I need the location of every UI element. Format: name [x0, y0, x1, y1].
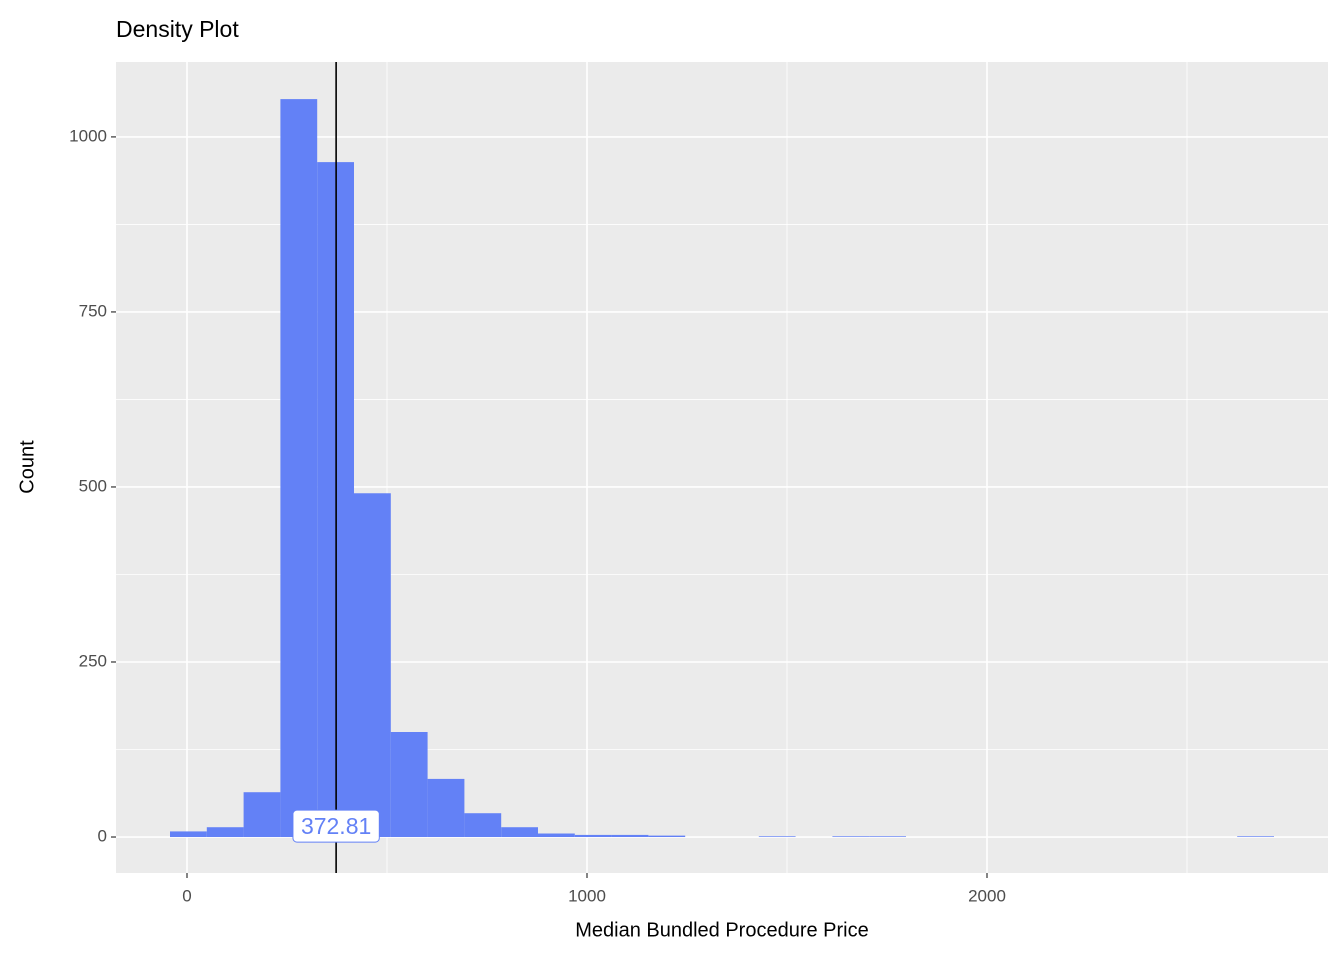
bar [206, 827, 244, 838]
y-axis-title: Count [16, 440, 38, 494]
bar [832, 836, 870, 838]
bar [280, 99, 318, 838]
bar [243, 792, 281, 838]
y-tick-label: 500 [79, 476, 107, 495]
y-tick-label: 750 [79, 301, 107, 320]
bar [869, 836, 906, 838]
bar [611, 834, 649, 838]
bar [390, 731, 428, 838]
bar [170, 831, 207, 838]
bar [574, 834, 612, 838]
x-axis-title: Median Bundled Procedure Price [575, 919, 869, 941]
bar [648, 835, 686, 838]
y-tick-label: 250 [79, 651, 107, 670]
x-tick-label: 0 [182, 886, 191, 905]
x-tick-label: 1000 [568, 886, 606, 905]
bar [501, 827, 538, 838]
bar [427, 778, 465, 838]
reference-label: 372.81 [301, 813, 371, 839]
bar [1237, 836, 1274, 838]
bar [758, 836, 796, 838]
bar [464, 813, 502, 838]
reference-label-box [292, 809, 380, 843]
x-tick-label: 2000 [968, 886, 1006, 905]
bar [354, 493, 391, 838]
y-tick-label: 0 [98, 826, 107, 845]
y-tick-label: 1000 [69, 126, 107, 145]
bar [538, 833, 575, 838]
chart-title: Density Plot [116, 16, 239, 42]
